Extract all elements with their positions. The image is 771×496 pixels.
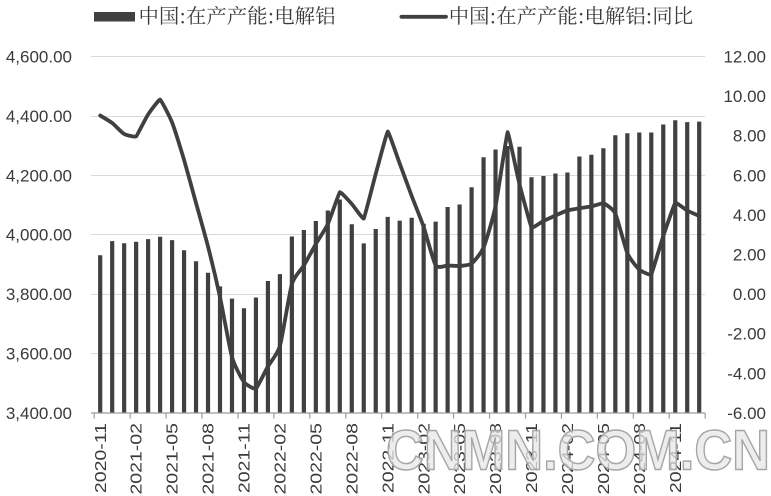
svg-text:2024-05: 2024-05 xyxy=(595,423,613,495)
svg-text:2024-08: 2024-08 xyxy=(631,423,649,495)
svg-text:6.00: 6.00 xyxy=(733,166,766,185)
svg-text:3,800.00: 3,800.00 xyxy=(6,285,72,304)
svg-text:4,400.00: 4,400.00 xyxy=(6,107,72,126)
svg-text:12.00: 12.00 xyxy=(723,48,766,67)
svg-text:2021-08: 2021-08 xyxy=(199,423,217,495)
svg-text:2022-08: 2022-08 xyxy=(343,423,361,495)
svg-text:2022-11: 2022-11 xyxy=(379,423,397,493)
svg-text:2024-11: 2024-11 xyxy=(666,423,684,493)
svg-text:2024-02: 2024-02 xyxy=(559,423,577,495)
svg-text:2022-02: 2022-02 xyxy=(271,423,289,495)
svg-text:2021-02: 2021-02 xyxy=(127,423,145,495)
svg-text:2023-08: 2023-08 xyxy=(487,423,505,495)
svg-text:2021-11: 2021-11 xyxy=(235,423,253,493)
svg-text:3,400.00: 3,400.00 xyxy=(6,404,72,423)
svg-text:CNMN.COM.CN: CNMN.COM.CN xyxy=(386,419,770,483)
svg-text:0.00: 0.00 xyxy=(733,285,766,304)
svg-text:4,200.00: 4,200.00 xyxy=(6,166,72,185)
svg-text:-4.00: -4.00 xyxy=(727,364,766,383)
svg-text:-2.00: -2.00 xyxy=(727,325,766,344)
svg-text:2023-02: 2023-02 xyxy=(415,423,433,495)
svg-text:2023-11: 2023-11 xyxy=(523,423,541,493)
svg-text:4,600.00: 4,600.00 xyxy=(6,48,72,67)
svg-text:8.00: 8.00 xyxy=(733,127,766,146)
svg-text:2022-05: 2022-05 xyxy=(307,423,325,495)
svg-text:2023-05: 2023-05 xyxy=(451,423,469,495)
svg-text:2.00: 2.00 xyxy=(733,246,766,265)
svg-text:10.00: 10.00 xyxy=(723,87,766,106)
svg-text:-6.00: -6.00 xyxy=(727,404,766,423)
svg-text:3,600.00: 3,600.00 xyxy=(6,345,72,364)
svg-text:4,000.00: 4,000.00 xyxy=(6,226,72,245)
svg-text:2020-11: 2020-11 xyxy=(91,423,109,493)
svg-text:4.00: 4.00 xyxy=(733,206,766,225)
svg-text:2021-05: 2021-05 xyxy=(163,423,181,495)
